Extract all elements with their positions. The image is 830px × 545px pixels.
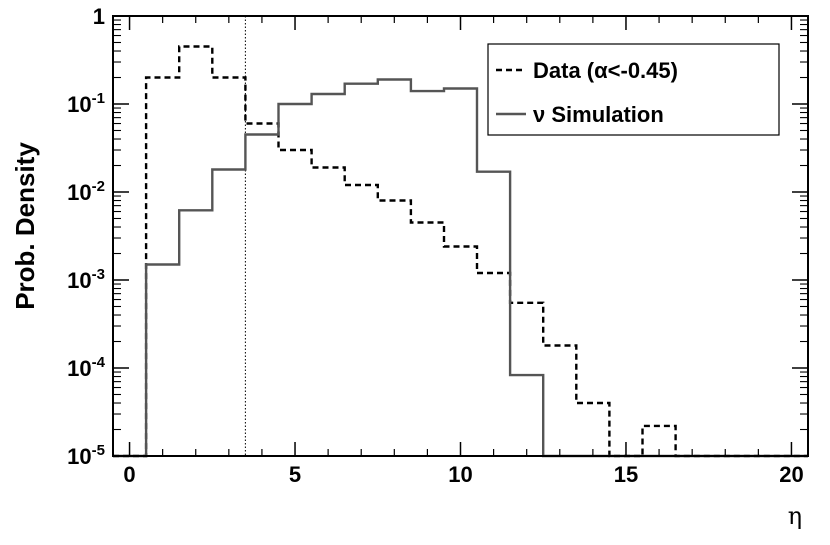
x-tick-label: 20 [779,462,803,487]
axis-ticks: 0 5 10 15 20 10-5 10-4 10-3 10-2 10-1 1 [67,4,808,487]
x-tick-label: 0 [123,462,135,487]
y-tick-label: 1 [93,4,105,29]
y-tick-label: 10-5 [67,442,105,469]
x-tick-label: 15 [614,462,638,487]
series-line-1 [113,45,808,458]
legend-label-1: Data (α<-0.45) [533,58,678,83]
x-tick-label: 5 [289,462,301,487]
y-tick-label: 10-3 [67,266,105,293]
y-tick-label: 10-1 [67,90,105,117]
y-axis-label: Prob. Density [10,142,40,310]
y-tick-label: 10-4 [67,354,105,381]
x-axis-label: η [788,502,802,530]
series-line-2 [113,78,808,458]
legend-box [487,43,780,136]
legend-label-2: ν Simulation [533,102,664,127]
x-tick-label: 10 [448,462,472,487]
y-tick-label: 10-2 [67,178,105,205]
legend: Data (α<-0.45) ν Simulation [487,43,780,136]
